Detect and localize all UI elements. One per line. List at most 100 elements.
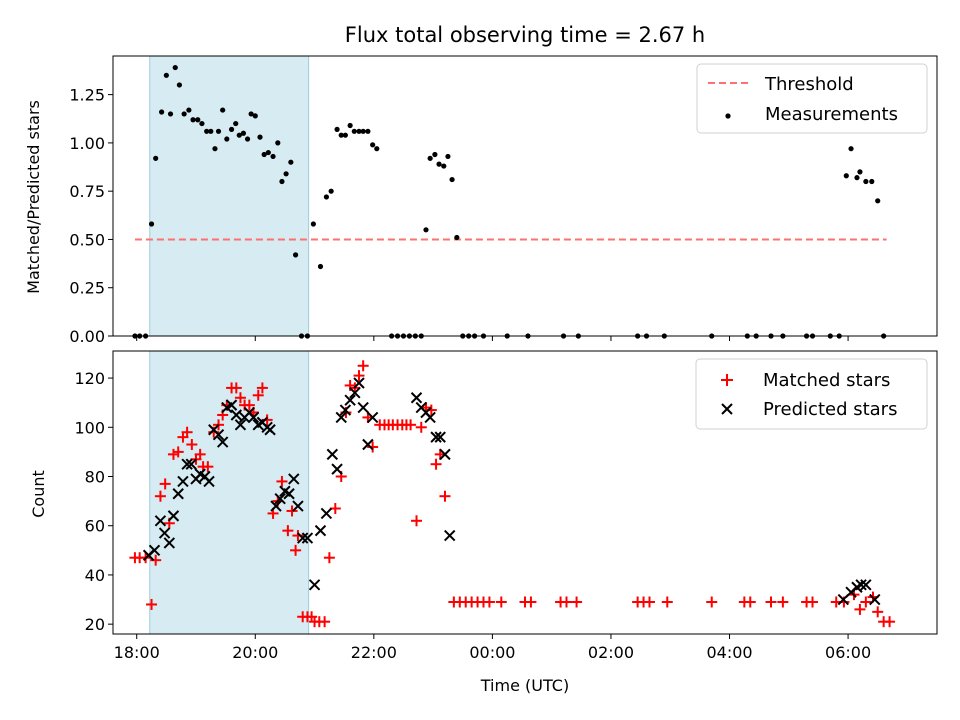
legend-predicted-swatch — [721, 403, 733, 415]
bottom-x-tick-label: 06:00 — [825, 643, 871, 662]
predicted-star-point — [225, 399, 238, 411]
top-legend-box — [696, 63, 928, 134]
measurement-point — [338, 132, 344, 138]
matched-star-point — [167, 448, 179, 460]
bottom-y-axis-label: Count — [29, 470, 48, 518]
measurement-point — [199, 120, 205, 127]
legend-predicted-label: Predicted stars — [763, 399, 897, 420]
predicted-star-point — [167, 510, 180, 522]
top-y-tick-label: 0.50 — [69, 230, 105, 249]
bottom-x-tick-label: 04:00 — [706, 643, 752, 662]
measurement-point — [186, 107, 192, 113]
matched-star-point — [329, 502, 341, 514]
top-y-axis-label: Matched/Predicted stars — [24, 100, 43, 294]
measurement-point — [436, 161, 442, 167]
matched-star-point — [150, 554, 162, 566]
predicted-star-point — [296, 532, 309, 544]
matched-star-point — [807, 596, 819, 608]
matched-star-point — [430, 458, 442, 470]
legend-measurements-label: Measurements — [765, 104, 898, 125]
measurement-point — [248, 111, 254, 117]
bottom-y-tick-label: 20 — [85, 615, 105, 634]
matched-star-point — [286, 505, 298, 517]
predicted-star-point — [357, 401, 369, 414]
predicted-star-point — [230, 409, 243, 421]
matched-star-point — [661, 596, 673, 608]
measurement-point — [257, 134, 263, 140]
measurement-point — [195, 117, 201, 123]
measurement-point — [220, 107, 226, 113]
bottom-axes: 20 40 60 80 100 120 18:00 20:00 22:00 00:00 02:00 0… — [74, 350, 938, 662]
measurement-point — [224, 136, 230, 142]
bottom-y-tick-label: 120 — [74, 369, 105, 388]
predicted-star-point — [439, 448, 451, 461]
predicted-star-point — [301, 532, 314, 544]
top-y-tick-label: 0.75 — [69, 182, 105, 201]
bottom-axes-frame — [112, 350, 938, 635]
measurement-point — [875, 198, 881, 204]
matched-star-point — [860, 596, 872, 608]
predicted-star-point — [331, 463, 343, 475]
legend-matched-swatch — [721, 374, 733, 386]
predicted-star-point — [344, 394, 356, 406]
measurement-point — [270, 153, 276, 160]
measurement-point — [863, 178, 869, 185]
predicted-star-point — [430, 431, 442, 443]
measurement-point — [360, 128, 366, 134]
top-y-tick-label: 0.00 — [69, 327, 105, 346]
matched-star-point — [415, 421, 427, 433]
matched-star-point — [777, 596, 789, 608]
predicted-star-point — [349, 387, 361, 399]
measurement-point — [356, 128, 362, 134]
bottom-panel: 20 40 60 80 100 120 18:00 20:00 22:00 00:00 02:00 0… — [29, 350, 938, 695]
predicted-star-point — [270, 500, 282, 512]
x-axis-label: Time (UTC) — [480, 676, 569, 695]
predicted-star-point — [320, 507, 333, 520]
measurement-point — [236, 132, 242, 138]
matched-star-point — [495, 596, 507, 608]
predicted-star-point — [860, 579, 872, 591]
legend-measurements-swatch — [725, 113, 731, 119]
measurement-point — [265, 149, 271, 156]
matched-star-point — [525, 596, 537, 608]
legend-matched-label: Matched stars — [763, 370, 890, 391]
bottom-x-tick-label: 20:00 — [232, 643, 278, 662]
top-legend: Threshold Measurements — [696, 63, 928, 134]
measurement-point — [275, 140, 281, 146]
matched-star-point — [186, 439, 198, 451]
measurement-point — [240, 130, 247, 136]
legend-threshold-label: Threshold — [764, 74, 854, 95]
predicted-star-point — [434, 431, 446, 443]
predicted-star-point — [185, 458, 197, 470]
top-axes: 0.00 0.25 0.50 0.75 1.00 1.25 — [69, 55, 938, 346]
measurement-point — [848, 146, 854, 152]
matched-star-point — [765, 596, 777, 608]
matched-star-point — [706, 596, 718, 608]
measurement-point — [869, 178, 875, 185]
matched-star-point — [643, 596, 655, 608]
matched-star-point — [483, 596, 495, 608]
measurement-point — [347, 122, 353, 129]
measurement-point — [328, 188, 334, 194]
bottom-x-tick-label: 02:00 — [588, 643, 634, 662]
predicted-star-point — [424, 411, 436, 424]
matched-star-point — [439, 490, 451, 502]
measurement-point — [190, 117, 196, 123]
measurement-point — [159, 109, 165, 115]
chart-title: Flux total observing time = 2.67 h — [345, 23, 705, 47]
matched-star-point — [202, 461, 214, 473]
matched-star-point — [411, 515, 423, 527]
predicted-star-point — [274, 492, 286, 505]
measurement-point — [351, 128, 357, 134]
matched-star-point — [571, 596, 583, 608]
measurement-point — [843, 173, 849, 179]
predicted-star-point — [177, 475, 189, 488]
matched-star-point — [854, 603, 866, 615]
measurement-point — [252, 113, 258, 119]
bottom-x-tick-label: 22:00 — [351, 643, 397, 662]
measurement-point — [370, 142, 376, 148]
measurement-point — [204, 128, 210, 134]
measurement-point — [228, 126, 235, 132]
measurement-point — [454, 234, 460, 241]
bottom-y-tick-label: 40 — [85, 566, 105, 585]
